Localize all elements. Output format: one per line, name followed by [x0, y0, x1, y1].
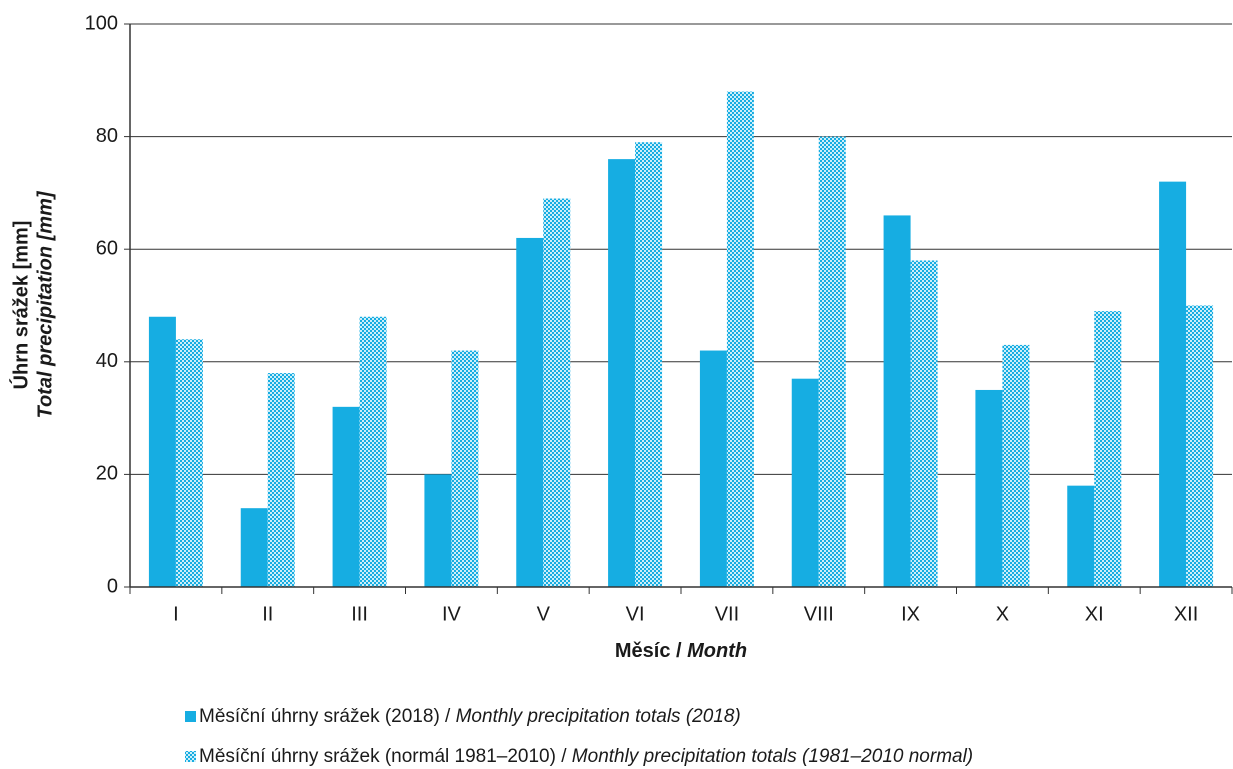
y-tick-label: 0: [107, 575, 118, 597]
bar: [910, 260, 938, 587]
y-tick-label: 100: [85, 12, 118, 34]
x-tick-label: IV: [442, 603, 462, 625]
x-axis-label: Měsíc / Month: [615, 640, 747, 662]
bar: [424, 474, 452, 587]
bar: [175, 339, 203, 587]
bar: [148, 316, 176, 587]
bar: [451, 350, 479, 587]
bar: [240, 508, 268, 587]
x-tick-label: IX: [901, 603, 920, 625]
bar: [818, 136, 846, 587]
bar: [332, 406, 360, 587]
bar: [635, 142, 663, 588]
bar: [1094, 311, 1122, 587]
x-tick-label: VIII: [804, 603, 834, 625]
y-axis-label: Total precipitation [mm]: [34, 190, 56, 418]
bar: [791, 378, 819, 587]
x-tick-label: II: [262, 603, 273, 625]
x-tick-label: XI: [1085, 603, 1104, 625]
x-tick-label: VI: [626, 603, 645, 625]
legend-label: Měsíční úhrny srážek (normál 1981–2010) …: [199, 746, 973, 767]
legend-marker: [185, 711, 196, 722]
y-axis-label: Úhrn srážek [mm]: [8, 221, 32, 390]
bar: [1186, 305, 1214, 587]
bar: [516, 237, 544, 587]
bar: [1002, 344, 1030, 587]
bar: [1067, 485, 1095, 587]
legend-marker: [185, 751, 196, 762]
bar: [975, 389, 1003, 587]
x-tick-label: V: [537, 603, 551, 625]
x-tick-label: III: [351, 603, 368, 625]
bar: [699, 350, 727, 587]
x-tick-label: I: [173, 603, 179, 625]
bar: [608, 159, 636, 587]
bar: [543, 198, 571, 587]
x-tick-label: XII: [1174, 603, 1198, 625]
bar: [1159, 181, 1187, 587]
bar: [883, 215, 911, 588]
y-tick-label: 20: [96, 463, 118, 485]
y-tick-label: 40: [96, 350, 118, 372]
bar: [726, 91, 754, 587]
bar: [359, 316, 387, 587]
bar: [267, 373, 295, 587]
x-tick-label: VII: [715, 603, 739, 625]
y-tick-label: 80: [96, 125, 118, 147]
legend-label: Měsíční úhrny srážek (2018) / Monthly pr…: [199, 706, 741, 727]
y-tick-label: 60: [96, 237, 118, 259]
x-tick-label: X: [996, 603, 1009, 625]
